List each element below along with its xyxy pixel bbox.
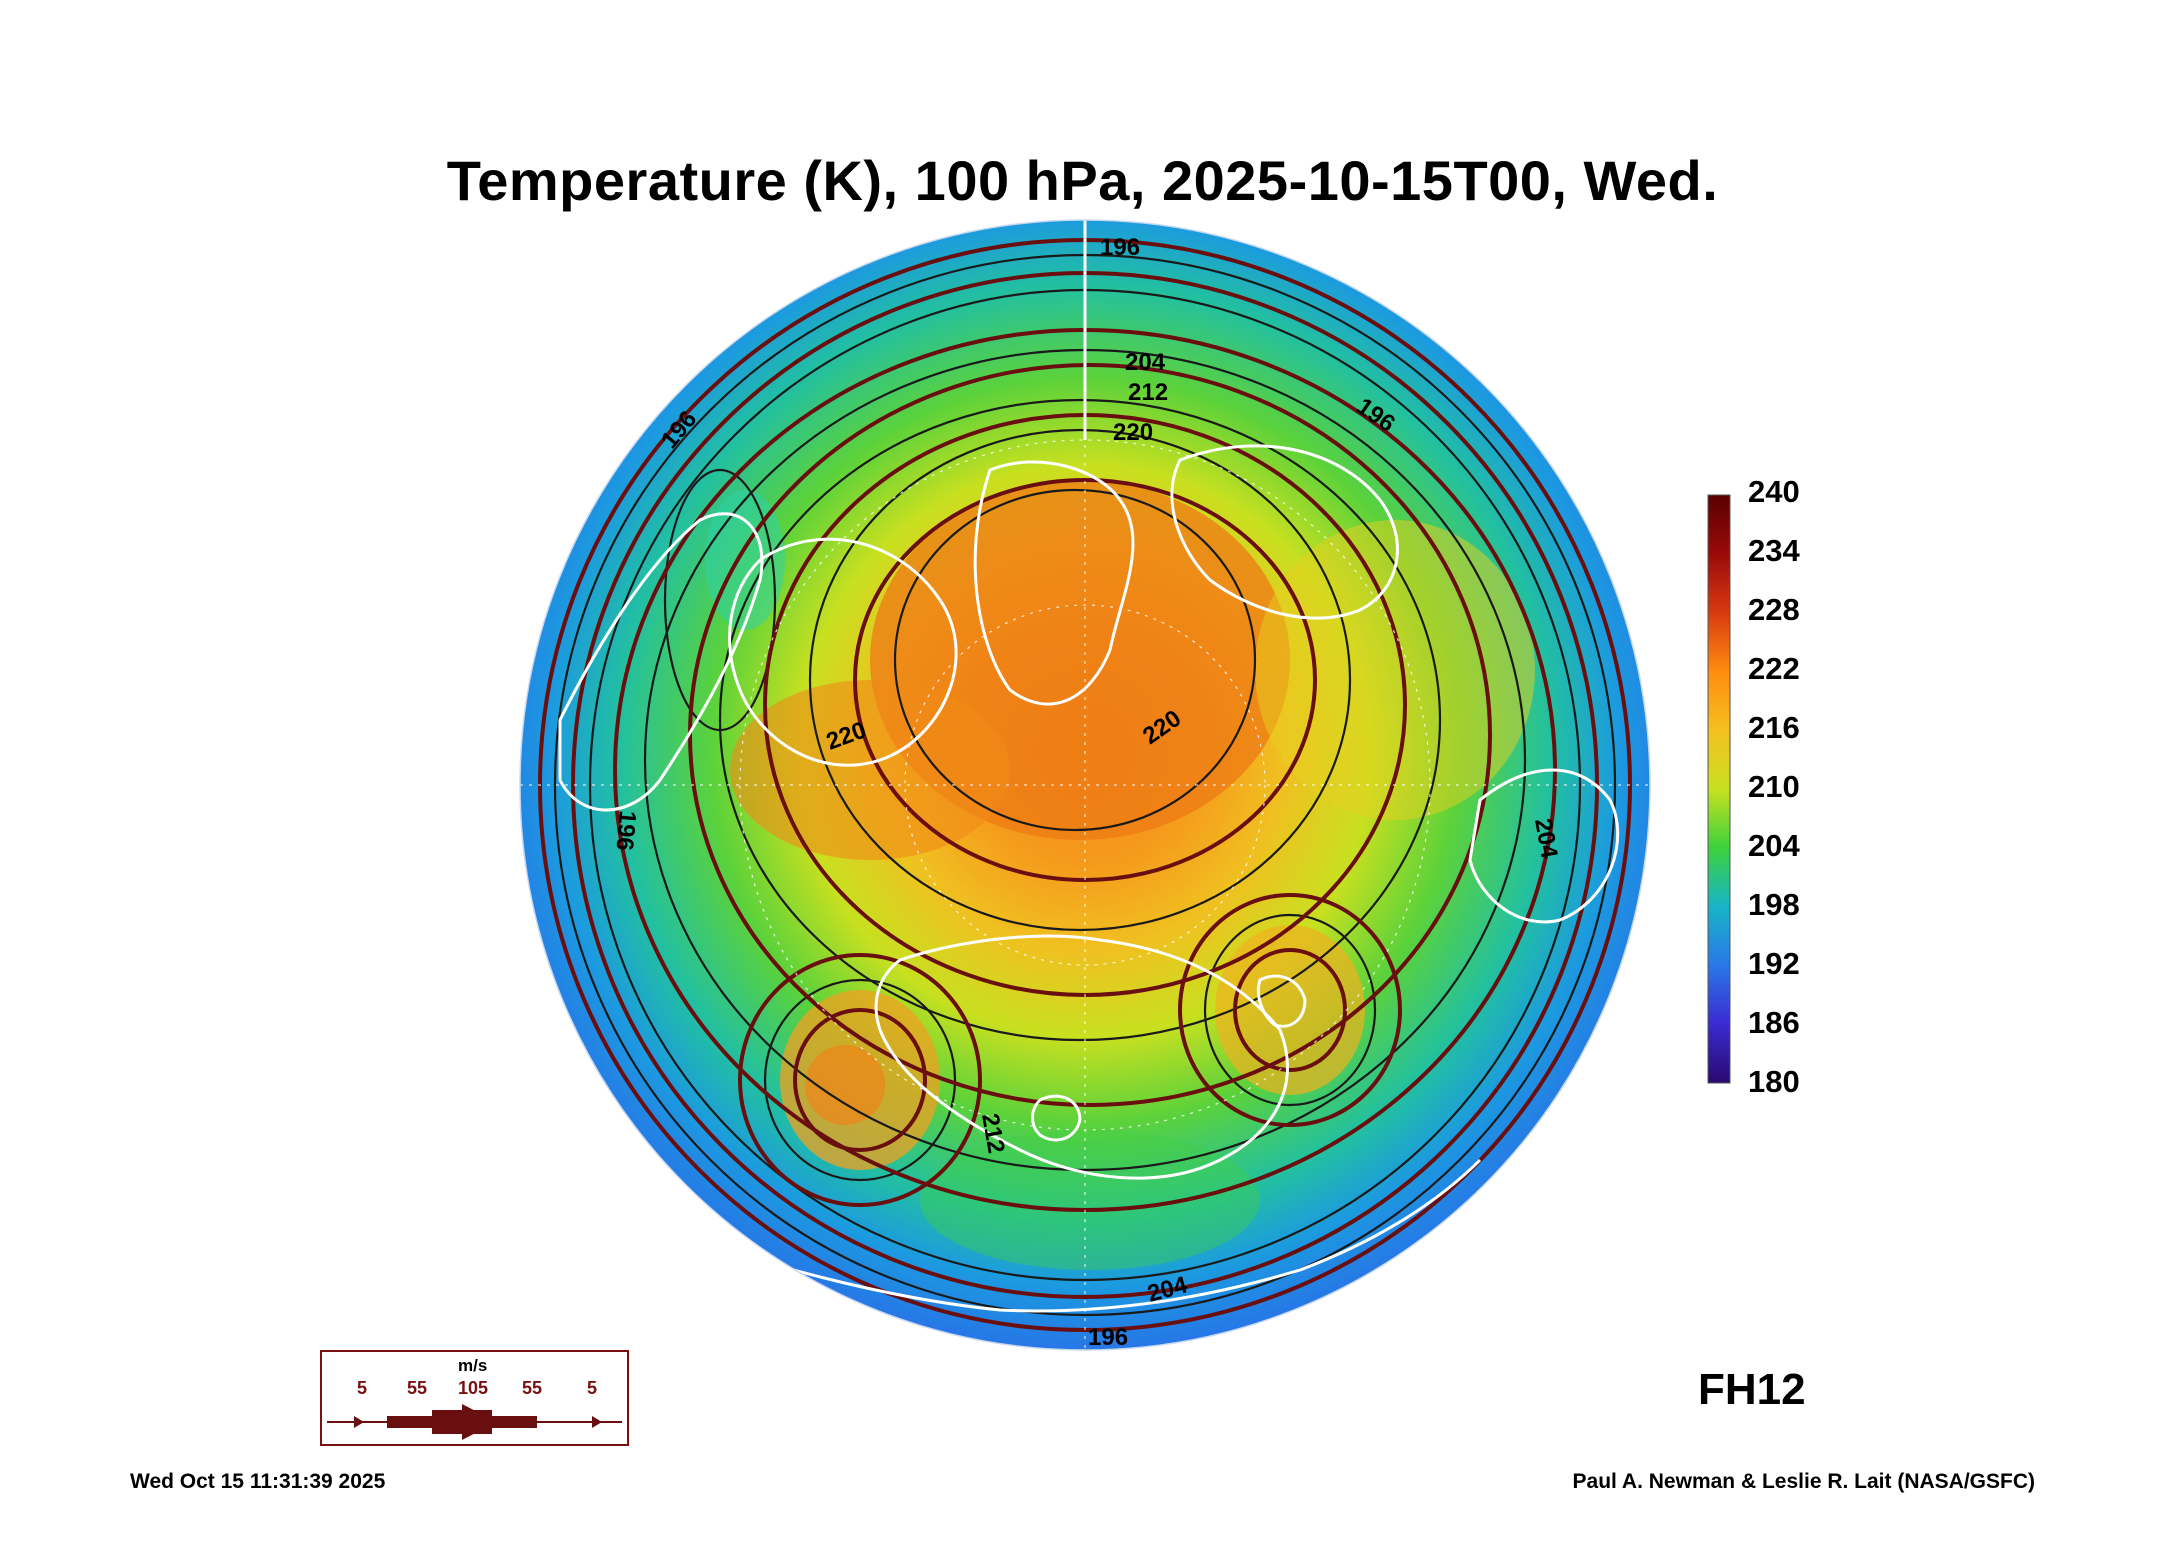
credit-text: Paul A. Newman & Leslie R. Lait (NASA/GS… — [1572, 1470, 2035, 1493]
contour-label: 220 — [1113, 419, 1153, 446]
wind-legend-value: 55 — [407, 1378, 428, 1398]
colorbar-tick-label: 210 — [1748, 769, 1800, 804]
grid-lines — [520, 220, 1650, 1350]
wind-legend-value: 5 — [587, 1378, 598, 1398]
map-edge — [519, 219, 1651, 1351]
contour-label: 212 — [1128, 379, 1168, 406]
colorbar-tick-label: 186 — [1748, 1005, 1800, 1040]
coastlines — [558, 444, 1620, 1313]
wind-legend-value: 5 — [357, 1378, 368, 1398]
contour-label: 196 — [1100, 234, 1140, 261]
wind-legend-value: 55 — [522, 1378, 543, 1398]
contour-label: 196 — [611, 809, 641, 851]
colorbar-tick-label: 192 — [1748, 946, 1800, 981]
map-title: Temperature (K), 100 hPa, 2025-10-15T00,… — [446, 149, 1719, 212]
wind-legend-unit: m/s — [458, 1356, 488, 1375]
colorbar-tick-label: 198 — [1748, 887, 1800, 922]
colorbar-tick-label: 228 — [1748, 592, 1800, 627]
colorbar-tick-label: 222 — [1748, 651, 1800, 686]
contour-label: 196 — [1088, 1324, 1128, 1351]
colorbar — [1707, 494, 1731, 1084]
colorbar-tick-label: 240 — [1748, 474, 1800, 509]
forecast-hour-label: FH12 — [1698, 1365, 1806, 1414]
colorbar-tick-label: 204 — [1748, 828, 1800, 863]
colorbar-tick-label: 234 — [1748, 533, 1800, 568]
colorbar-tick-label: 216 — [1748, 710, 1800, 745]
generation-timestamp: Wed Oct 15 11:31:39 2025 — [130, 1470, 386, 1493]
wind-arrow-icon — [327, 1404, 622, 1440]
contour-label: 204 — [1125, 349, 1166, 376]
wind-legend-value: 105 — [458, 1378, 489, 1398]
wind-speed-legend: m/s 5 55 105 55 5 — [320, 1350, 629, 1446]
colorbar-tick-label: 180 — [1748, 1064, 1800, 1099]
